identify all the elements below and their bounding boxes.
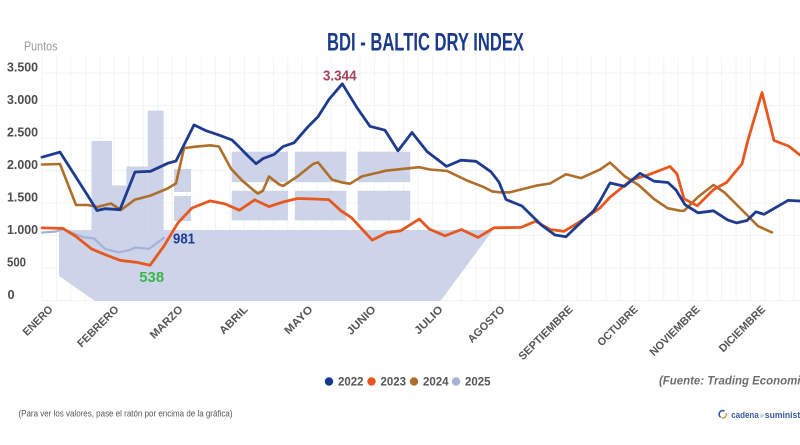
svg-text:suministro: suministro: [765, 410, 800, 420]
svg-text:2023: 2023: [381, 377, 407, 389]
svg-text:cadena: cadena: [731, 410, 759, 420]
svg-text:1.500: 1.500: [7, 190, 38, 205]
svg-text:2025: 2025: [465, 377, 491, 389]
svg-text:Puntos: Puntos: [24, 39, 58, 53]
svg-text:538: 538: [139, 269, 164, 286]
svg-text:500: 500: [7, 254, 26, 269]
svg-text:3.344: 3.344: [323, 67, 357, 84]
svg-text:2.500: 2.500: [7, 125, 38, 140]
svg-text:BDI - BALTIC DRY INDEX: BDI - BALTIC DRY INDEX: [327, 29, 524, 57]
svg-text:0: 0: [8, 287, 15, 302]
svg-text:1.000: 1.000: [7, 222, 38, 237]
svg-text:(Para ver los valores, pase el: (Para ver los valores, pase el ratón por…: [19, 409, 233, 419]
svg-text:3.500: 3.500: [7, 59, 38, 74]
svg-text:3.000: 3.000: [7, 92, 38, 107]
svg-text:(Fuente: Trading Economics): (Fuente: Trading Economics): [659, 374, 800, 388]
svg-text:2022: 2022: [338, 377, 364, 389]
svg-text:981: 981: [173, 231, 195, 248]
svg-text:de: de: [760, 414, 764, 420]
svg-text:2024: 2024: [423, 377, 449, 389]
svg-text:2.000: 2.000: [7, 157, 38, 172]
